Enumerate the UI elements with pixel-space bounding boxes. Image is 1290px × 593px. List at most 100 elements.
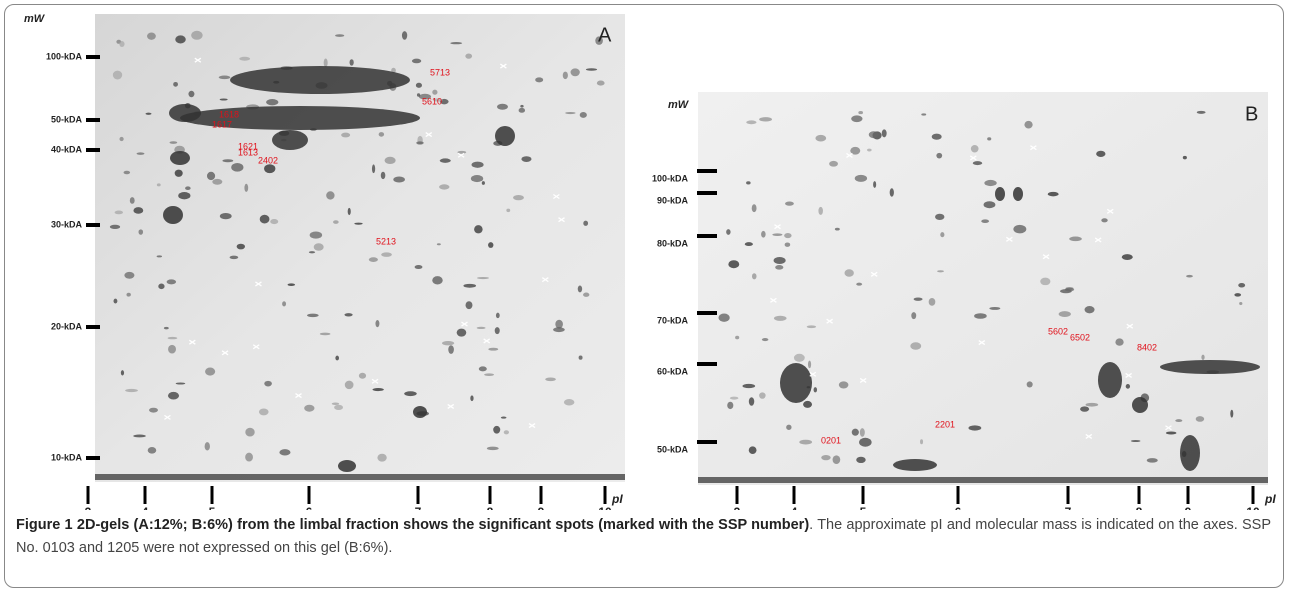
gel-spot <box>219 212 232 220</box>
gel-spot <box>414 265 423 270</box>
spot-marker <box>188 339 196 345</box>
gel-spot <box>1069 236 1082 242</box>
spot-marker <box>774 224 781 230</box>
spot-marker <box>770 297 777 303</box>
gel-spot <box>335 355 340 361</box>
gel-spot <box>972 161 983 166</box>
gel-spot <box>416 141 424 145</box>
gel-spot <box>1239 302 1243 306</box>
gel-spot <box>393 176 405 183</box>
gel-spot <box>928 297 936 306</box>
gel-spot <box>854 174 868 182</box>
gel-spot <box>570 68 580 77</box>
gel-spot <box>553 327 565 333</box>
spot-label: 2201 <box>935 419 955 429</box>
gel-spot <box>470 395 474 402</box>
spot-marker <box>457 152 465 158</box>
gel-spot <box>432 98 443 102</box>
gel-spot <box>748 446 757 454</box>
gel-spot <box>331 402 340 406</box>
mw-label: 10-kDA <box>51 452 83 462</box>
gel-spot <box>344 380 354 390</box>
gel-spot <box>323 58 328 67</box>
gel-spot <box>521 156 532 162</box>
gel-spot <box>1101 218 1108 223</box>
gel-spot <box>119 136 124 142</box>
mw-label: 80-kDA <box>657 238 689 248</box>
gel-spot <box>266 99 279 106</box>
gel-spot <box>1013 224 1027 234</box>
gel-spot <box>478 366 487 372</box>
spot-marker <box>541 277 549 283</box>
gel-spot <box>565 111 576 115</box>
gel-spot <box>178 192 191 200</box>
gel-spot <box>282 301 287 307</box>
gel-spot <box>775 265 784 270</box>
gel-spot <box>751 273 757 280</box>
spot-marker <box>447 403 455 410</box>
gel-spot <box>970 145 979 153</box>
gel-spot <box>432 89 438 95</box>
gel-spot <box>494 327 500 335</box>
gel-spot <box>1146 458 1158 463</box>
mw-label: 50-kDA <box>51 114 83 124</box>
gel-spot <box>742 383 756 389</box>
gel-spot <box>1064 287 1075 292</box>
gel-spot <box>231 163 244 172</box>
gel-spot <box>432 276 443 285</box>
gel-spot <box>844 269 854 277</box>
gel-spot <box>981 219 990 223</box>
pi-label: 5 <box>209 505 216 510</box>
gel-spot <box>416 93 421 97</box>
gel-spot <box>1160 360 1260 374</box>
gel-spot <box>1115 338 1124 346</box>
gel-spot <box>371 164 376 174</box>
gel-spot <box>859 428 865 437</box>
gel-spot <box>169 141 178 144</box>
gel-spot <box>1175 419 1183 423</box>
gel-spot <box>868 131 879 139</box>
gel-spot <box>974 313 987 319</box>
gel-spot <box>229 255 239 260</box>
gel-spot <box>439 158 451 163</box>
gel-spot <box>484 373 495 377</box>
spot-label: 2402 <box>258 155 278 165</box>
spot-label: 0201 <box>821 435 841 445</box>
gel-spot <box>1196 110 1206 114</box>
spot-marker <box>1085 433 1093 439</box>
gel-spot <box>333 220 339 224</box>
gel-spot <box>813 387 818 393</box>
gel-spot <box>222 159 234 163</box>
gel-spot <box>465 53 473 59</box>
panel-label: B <box>1245 103 1258 125</box>
gel-spot <box>910 342 922 350</box>
gel-spot <box>935 213 945 221</box>
gel-spot <box>726 229 731 235</box>
gel-spot <box>272 130 308 150</box>
mw-label: 60-kDA <box>657 366 689 376</box>
gel-spot <box>304 404 315 412</box>
gel-spot <box>773 315 787 321</box>
gel-spot <box>384 156 396 165</box>
gel-spot <box>829 160 838 167</box>
gel-spot <box>1201 354 1205 360</box>
gel-spot <box>358 372 367 379</box>
gel-spot <box>163 326 169 330</box>
gel-spot <box>867 148 872 152</box>
gel-spot <box>1085 402 1099 407</box>
pi-label: 8 <box>487 505 494 510</box>
gel-spot <box>309 231 323 239</box>
panel-label: A <box>598 24 612 46</box>
gel-spot <box>191 30 203 40</box>
spot-label: 5213 <box>376 236 396 246</box>
gel-spot <box>806 325 817 329</box>
gel-spot <box>983 201 996 209</box>
gel-spot <box>577 285 583 293</box>
gel-spot <box>1080 406 1090 412</box>
gel-spot <box>206 171 216 181</box>
gel-spot <box>380 171 386 180</box>
spot-label: 5602 <box>1048 326 1068 336</box>
gel-spot <box>411 58 422 64</box>
gel-spot <box>124 271 135 279</box>
gel-spot <box>496 103 508 110</box>
